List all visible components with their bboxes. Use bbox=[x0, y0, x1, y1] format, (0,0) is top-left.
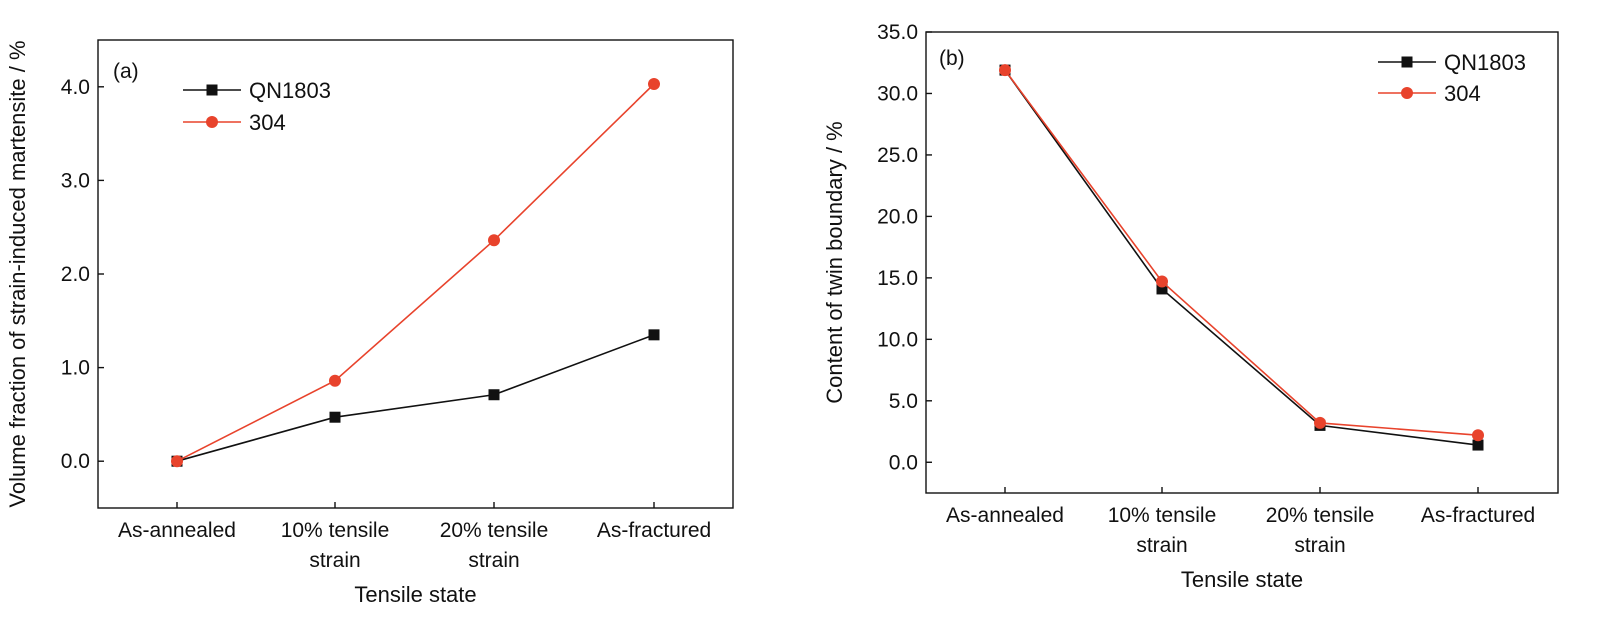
series-line-304 bbox=[1004, 69, 1479, 437]
data-point-304 bbox=[329, 374, 341, 387]
y-tick-label: 4.0 bbox=[61, 76, 90, 99]
data-point-qn1803 bbox=[1472, 439, 1484, 451]
data-point-qn1803 bbox=[329, 411, 341, 423]
data-point-304 bbox=[1472, 429, 1484, 442]
x-tick-label: 10% tensile bbox=[281, 519, 390, 542]
data-point-304 bbox=[648, 77, 660, 90]
plot-frame bbox=[97, 39, 734, 509]
x-tick-label: As-fractured bbox=[597, 519, 711, 542]
y-tick-label: 35.0 bbox=[877, 21, 918, 44]
y-tick-label: 10.0 bbox=[877, 328, 918, 351]
y-tick-label: 3.0 bbox=[61, 169, 90, 192]
legend-label: 304 bbox=[249, 110, 286, 135]
data-point-304 bbox=[1314, 416, 1326, 429]
legend-marker bbox=[206, 84, 218, 96]
panel-label: (b) bbox=[939, 47, 965, 70]
y-tick-label: 0.0 bbox=[61, 450, 90, 473]
x-axis-label: Tensile state bbox=[1181, 567, 1303, 592]
data-point-qn1803 bbox=[488, 389, 500, 401]
x-tick-label: strain bbox=[1294, 534, 1345, 557]
data-point-304 bbox=[999, 64, 1011, 77]
y-tick-label: 15.0 bbox=[877, 267, 918, 290]
series-line-qn1803 bbox=[1004, 69, 1479, 446]
chart-panel-a: 0.0 1.0 2.0 3.0 4.0 As-annealed 10% tensile str… bbox=[5, 39, 734, 607]
x-tick-label: 10% tensile bbox=[1108, 504, 1217, 527]
legend-marker bbox=[1401, 56, 1413, 68]
legend-marker bbox=[1401, 87, 1413, 99]
data-point-qn1803 bbox=[1156, 283, 1168, 295]
x-tick-label: strain bbox=[309, 549, 360, 572]
x-tick-label: 20% tensile bbox=[440, 519, 549, 542]
legend-label: 304 bbox=[1444, 81, 1481, 106]
x-tick-label: As-fractured bbox=[1421, 504, 1535, 527]
data-point-304 bbox=[171, 455, 183, 468]
x-axis-label: Tensile state bbox=[354, 582, 476, 607]
panel-label: (a) bbox=[113, 60, 139, 83]
legend-marker bbox=[206, 116, 218, 128]
series-line-qn1803 bbox=[176, 334, 655, 462]
x-tick-label: 20% tensile bbox=[1266, 504, 1375, 527]
y-axis-label: Volume fraction of strain-induced marten… bbox=[5, 40, 30, 507]
data-point-304 bbox=[1156, 275, 1168, 288]
legend-label: QN1803 bbox=[1444, 50, 1526, 75]
series-line-304 bbox=[176, 83, 655, 462]
y-tick-label: 1.0 bbox=[61, 357, 90, 380]
data-point-qn1803 bbox=[648, 329, 660, 341]
y-axis-label: Content of twin boundary / % bbox=[822, 121, 847, 404]
data-point-304 bbox=[488, 234, 500, 247]
legend-label: QN1803 bbox=[249, 78, 331, 103]
plot-frame bbox=[925, 31, 1559, 494]
y-tick-label: 2.0 bbox=[61, 263, 90, 286]
y-tick-label: 30.0 bbox=[877, 82, 918, 105]
y-tick-label: 20.0 bbox=[877, 205, 918, 228]
x-tick-label: strain bbox=[1136, 534, 1187, 557]
x-tick-label: As-annealed bbox=[946, 504, 1064, 527]
x-tick-label: strain bbox=[468, 549, 519, 572]
y-tick-label: 0.0 bbox=[889, 451, 918, 474]
y-tick-label: 5.0 bbox=[889, 390, 918, 413]
chart-panel-b: 0.0 5.0 10.0 15.0 20.0 25.0 30.0 35.0 As-anneale… bbox=[822, 21, 1559, 592]
x-tick-label: As-annealed bbox=[118, 519, 236, 542]
y-tick-label: 25.0 bbox=[877, 144, 918, 167]
